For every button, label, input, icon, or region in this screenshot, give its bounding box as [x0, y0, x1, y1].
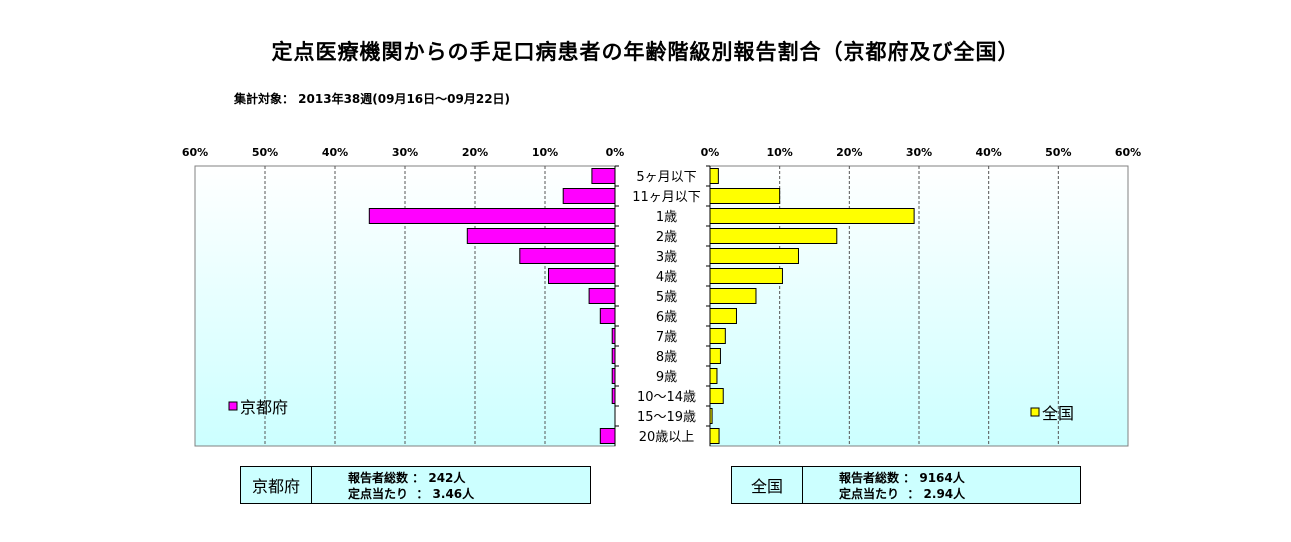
kyoto-tick-label: 0% [606, 146, 625, 159]
national-bar [709, 408, 713, 424]
kyoto-bar [519, 248, 616, 264]
kyoto-tick-label: 60% [182, 146, 208, 159]
chart-subtitle: 集計対象： 2013年38週(09月16日～09月22日) [234, 92, 511, 106]
national-tick-label: 30% [906, 146, 932, 159]
national-bar [709, 228, 838, 244]
category-label: 7歳 [656, 330, 677, 345]
national-bar [709, 388, 724, 404]
kyoto-bar [588, 288, 616, 304]
kyoto-tick-label: 10% [532, 146, 558, 159]
national-bar [709, 308, 737, 324]
kyoto-bar [466, 228, 616, 244]
kyoto-bar [368, 208, 616, 224]
kyoto-legend-swatch [228, 401, 238, 411]
kyoto-reporters-total: 報告者総数 ： 242人 [348, 471, 466, 485]
kyoto-tick-label: 20% [462, 146, 488, 159]
kyoto-legend-label: 京都府 [240, 398, 288, 417]
category-label: 10～14歳 [637, 390, 696, 405]
kyoto-tick-label: 40% [322, 146, 348, 159]
national-bar [709, 208, 915, 224]
national-bar [709, 288, 757, 304]
national-bar [709, 348, 721, 364]
category-label: 8歳 [656, 350, 677, 365]
kyoto-summary-region: 京都府 [241, 467, 312, 503]
national-summary-box: 全国 報告者総数 ： 9164人 定点当たり ： 2.94人 [731, 466, 1081, 504]
category-label: 20歳以上 [639, 430, 695, 445]
national-legend-label: 全国 [1042, 404, 1074, 423]
national-bar [709, 368, 718, 384]
category-label: 2歳 [656, 230, 677, 245]
kyoto-tick-label: 50% [252, 146, 278, 159]
category-label: 6歳 [656, 310, 677, 325]
kyoto-bar [591, 168, 616, 184]
category-label: 15～19歳 [637, 410, 696, 425]
national-reporters-total: 報告者総数 ： 9164人 [839, 471, 965, 485]
kyoto-bar [599, 308, 616, 324]
chart-title: 定点医療機関からの手足口病患者の年齢階級別報告割合（京都府及び全国） [271, 40, 1020, 64]
category-label: 3歳 [656, 250, 677, 265]
national-tick-label: 40% [975, 146, 1001, 159]
national-tick-label: 20% [836, 146, 862, 159]
national-bar [709, 248, 799, 264]
kyoto-tick-label: 30% [392, 146, 418, 159]
national-tick-label: 0% [701, 146, 720, 159]
national-legend-swatch [1030, 407, 1040, 417]
national-bar [709, 188, 781, 204]
kyoto-bar [611, 388, 616, 404]
kyoto-summary-box: 京都府 報告者総数 ： 242人 定点当たり ： 3.46人 [240, 466, 591, 504]
national-bar [709, 268, 783, 284]
kyoto-bar [562, 188, 616, 204]
kyoto-bar [599, 428, 616, 444]
national-tick-label: 10% [766, 146, 792, 159]
national-tick-label: 50% [1045, 146, 1071, 159]
category-label: 1歳 [656, 210, 677, 225]
national-bar [709, 328, 726, 344]
category-label: 5歳 [656, 290, 677, 305]
category-label: 11ヶ月以下 [632, 190, 701, 205]
national-tick-label: 60% [1115, 146, 1141, 159]
kyoto-bar [611, 368, 616, 384]
kyoto-bar [611, 328, 616, 344]
category-label: 4歳 [656, 270, 677, 285]
kyoto-bar [611, 348, 616, 364]
national-summary-region: 全国 [732, 467, 803, 503]
kyoto-per-point: 定点当たり ： 3.46人 [348, 487, 475, 501]
category-label: 9歳 [656, 370, 677, 385]
kyoto-bar [548, 268, 616, 284]
category-label: 5ヶ月以下 [636, 170, 696, 185]
national-bar [709, 168, 719, 184]
national-bar [709, 428, 720, 444]
national-per-point: 定点当たり ： 2.94人 [839, 487, 966, 501]
